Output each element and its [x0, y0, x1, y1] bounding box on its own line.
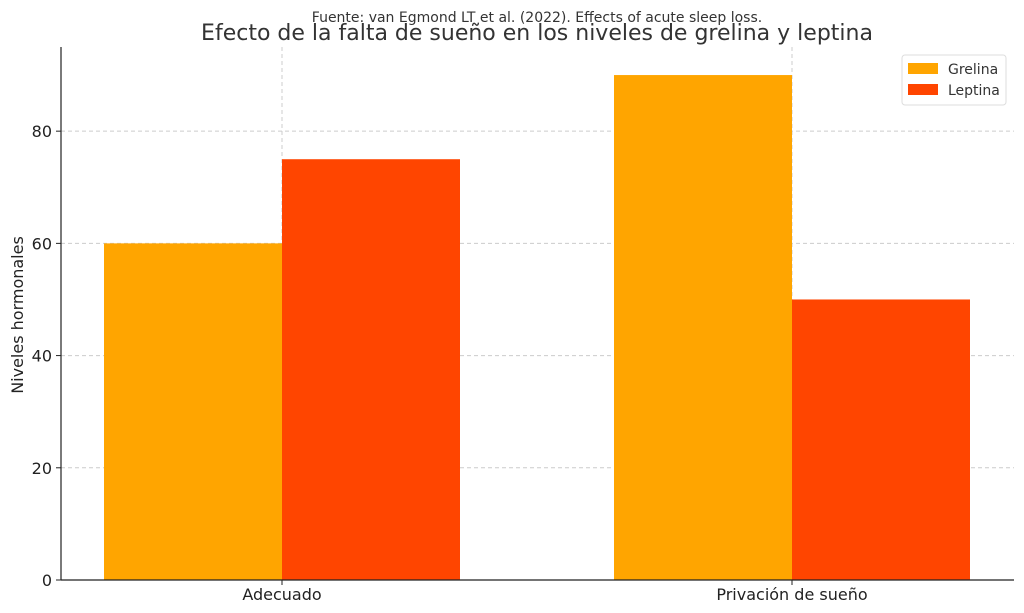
y-tick-label: 40 — [32, 347, 52, 366]
tick-labels: 0 20 40 60 80 Adecuado Privación de sueño — [32, 122, 868, 604]
y-tick-label: 80 — [32, 122, 52, 141]
x-tick-label: Adecuado — [242, 585, 321, 604]
y-tick-label: 20 — [32, 459, 52, 478]
y-axis-label: Niveles hormonales — [8, 236, 27, 394]
legend-label-leptina: Leptina — [948, 83, 1000, 99]
bar-leptina-1 — [282, 159, 460, 581]
y-tick-label: 60 — [32, 234, 52, 253]
chart-title: Efecto de la falta de sueño en los nivel… — [201, 21, 873, 46]
legend: Grelina Leptina — [901, 54, 1007, 106]
legend-swatch-grelina — [908, 63, 938, 74]
bar-grelina-2 — [614, 75, 792, 580]
legend-label-grelina: Grelina — [948, 62, 998, 78]
bar-leptina-2 — [792, 299, 970, 580]
axes — [56, 47, 1014, 585]
bar-grelina-1 — [104, 243, 282, 581]
bars — [104, 75, 970, 581]
legend-swatch-leptina — [908, 84, 938, 95]
x-tick-label: Privación de sueño — [716, 585, 867, 604]
y-tick-label: 0 — [42, 571, 52, 590]
chart-source: Fuente: van Egmond LT et al. (2022). Eff… — [312, 10, 762, 26]
